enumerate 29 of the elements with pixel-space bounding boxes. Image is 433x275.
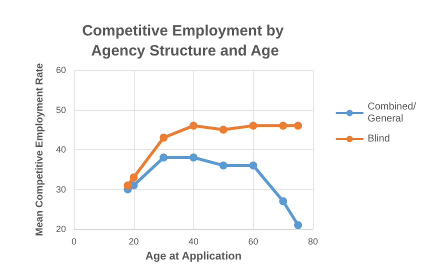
point bbox=[249, 161, 258, 170]
x-axis-title: Age at Application bbox=[145, 250, 242, 262]
point bbox=[160, 154, 168, 162]
point bbox=[279, 122, 288, 130]
x-tick-label: 80 bbox=[308, 236, 318, 247]
x-tick-label: 60 bbox=[248, 236, 258, 247]
y-tick-label: 60 bbox=[56, 65, 66, 75]
point bbox=[190, 154, 198, 162]
point bbox=[249, 122, 258, 130]
point bbox=[190, 122, 198, 130]
point bbox=[279, 197, 288, 206]
y-tick-label: 20 bbox=[56, 224, 66, 234]
y-tick-label: 40 bbox=[56, 144, 66, 155]
chart-title: Competitive Employment by Agency Structure and Age bbox=[82, 22, 288, 60]
point bbox=[219, 161, 228, 170]
y-tick-label: 30 bbox=[56, 184, 66, 194]
point bbox=[219, 126, 228, 134]
legend-label: Blind bbox=[368, 134, 390, 144]
point bbox=[294, 221, 302, 230]
point bbox=[294, 122, 302, 130]
point bbox=[130, 173, 138, 182]
y-axis-title: Mean Competitive Employment Rate bbox=[34, 62, 46, 236]
legend-label: Combined/General bbox=[368, 102, 416, 124]
x-tick-label: 40 bbox=[188, 236, 199, 247]
point bbox=[160, 134, 168, 142]
x-tick-label: 20 bbox=[128, 236, 139, 247]
x-tick-label: 0 bbox=[71, 236, 77, 247]
y-tick-label: 50 bbox=[56, 104, 66, 115]
point bbox=[124, 181, 132, 190]
